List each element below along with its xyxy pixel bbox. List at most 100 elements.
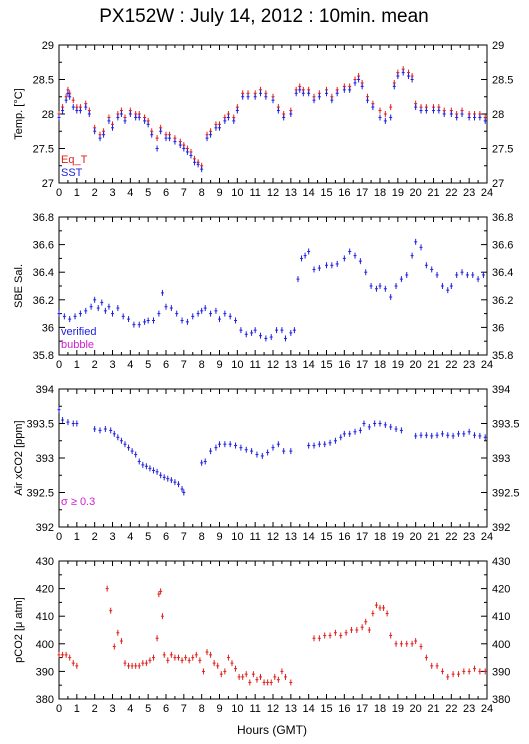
data-point bbox=[401, 69, 405, 76]
x-tick-label: 13 bbox=[285, 359, 297, 371]
data-point bbox=[166, 475, 170, 482]
x-tick-label: 20 bbox=[410, 187, 422, 199]
x-tick-label: 7 bbox=[181, 359, 187, 371]
x-tick-label: 24 bbox=[481, 187, 493, 199]
data-point bbox=[57, 651, 61, 658]
x-tick-label: 0 bbox=[56, 187, 62, 199]
data-point bbox=[89, 303, 93, 310]
data-point bbox=[127, 662, 131, 669]
x-tick-label: 13 bbox=[285, 703, 297, 715]
data-point bbox=[280, 668, 284, 675]
data-point bbox=[173, 138, 177, 145]
x-tick-label: 13 bbox=[285, 531, 297, 543]
data-point bbox=[259, 673, 263, 680]
data-point bbox=[159, 588, 163, 595]
x-tick-label: 9 bbox=[216, 187, 222, 199]
data-point bbox=[300, 255, 304, 262]
data-point bbox=[146, 317, 150, 324]
data-point bbox=[141, 461, 145, 468]
x-tick-label: 3 bbox=[109, 531, 115, 543]
data-point bbox=[298, 86, 302, 93]
x-tick-label: 24 bbox=[481, 359, 493, 371]
y-tick-label: 430 bbox=[36, 556, 54, 568]
x-tick-label: 21 bbox=[427, 703, 439, 715]
data-point bbox=[374, 602, 378, 609]
data-point bbox=[146, 121, 150, 128]
data-point bbox=[123, 117, 127, 124]
data-point bbox=[462, 430, 466, 437]
data-point bbox=[378, 114, 382, 121]
data-point bbox=[200, 166, 204, 173]
data-point bbox=[234, 442, 238, 449]
data-point bbox=[68, 654, 72, 661]
x-tick-label: 23 bbox=[463, 703, 475, 715]
data-point bbox=[116, 629, 120, 636]
data-point bbox=[178, 142, 182, 149]
data-point bbox=[280, 327, 284, 334]
data-point bbox=[66, 90, 70, 97]
data-point bbox=[160, 613, 164, 620]
y-tick-label-right: 28.5 bbox=[492, 75, 513, 87]
x-tick-label: 4 bbox=[127, 703, 133, 715]
data-point bbox=[264, 335, 268, 342]
data-point bbox=[364, 618, 368, 625]
x-tick-label: 21 bbox=[427, 359, 439, 371]
data-point bbox=[460, 111, 464, 117]
y-tick-label: 28 bbox=[42, 109, 54, 121]
data-point bbox=[209, 131, 213, 138]
x-tick-label: 11 bbox=[249, 703, 260, 715]
x-tick-label: 8 bbox=[199, 531, 205, 543]
data-point bbox=[218, 316, 221, 323]
data-point bbox=[155, 635, 159, 642]
data-point bbox=[483, 434, 487, 441]
y-axis-label: pCO2 [μ atm] bbox=[13, 597, 25, 663]
data-point bbox=[435, 271, 439, 278]
data-point bbox=[335, 90, 339, 97]
data-point bbox=[189, 152, 193, 159]
data-point bbox=[449, 283, 453, 289]
x-tick-label: 23 bbox=[463, 531, 475, 543]
x-tick-label: 0 bbox=[56, 703, 62, 715]
x-tick-label: 2 bbox=[92, 359, 98, 371]
y-tick-label: 393 bbox=[36, 453, 54, 465]
data-point bbox=[289, 448, 293, 455]
data-point bbox=[180, 486, 184, 493]
data-point bbox=[273, 673, 277, 680]
data-point bbox=[282, 448, 286, 455]
data-point bbox=[276, 107, 280, 114]
y-tick-label-right: 36.8 bbox=[492, 212, 513, 224]
data-point bbox=[218, 441, 221, 448]
data-point bbox=[349, 627, 353, 633]
data-point bbox=[84, 104, 88, 111]
data-point bbox=[271, 444, 275, 451]
data-point bbox=[203, 458, 207, 465]
x-tick-label: 16 bbox=[338, 359, 350, 371]
annotation-sigma: σ ≥ 0.3 bbox=[61, 496, 95, 508]
data-point bbox=[289, 111, 293, 117]
data-point bbox=[358, 427, 362, 434]
data-point bbox=[259, 332, 263, 339]
x-tick-label: 1 bbox=[74, 359, 80, 371]
legend-entry: verified bbox=[61, 326, 96, 338]
data-point bbox=[424, 107, 428, 114]
data-point bbox=[61, 651, 65, 658]
x-tick-label: 2 bbox=[92, 187, 98, 199]
data-point bbox=[462, 668, 466, 675]
data-point bbox=[271, 97, 275, 104]
y-tick-label: 380 bbox=[36, 694, 54, 706]
data-point bbox=[219, 671, 223, 678]
x-tick-label: 9 bbox=[216, 703, 222, 715]
data-point bbox=[446, 432, 450, 439]
data-point bbox=[194, 651, 198, 658]
data-point bbox=[301, 90, 305, 97]
data-point bbox=[348, 86, 352, 93]
y-tick-label: 29 bbox=[42, 40, 54, 52]
data-point bbox=[389, 294, 393, 301]
y-tick-label: 36.8 bbox=[33, 212, 54, 224]
data-point bbox=[430, 432, 434, 439]
data-point bbox=[383, 285, 387, 292]
data-point bbox=[209, 651, 213, 658]
data-point bbox=[214, 444, 218, 451]
y-tick-label: 36.4 bbox=[33, 267, 54, 279]
data-point bbox=[328, 632, 332, 639]
